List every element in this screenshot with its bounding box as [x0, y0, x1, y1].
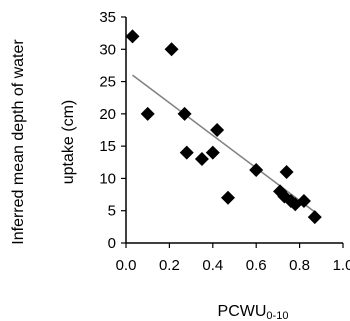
x-axis-title-subscript: 0-10: [266, 310, 288, 321]
axes: [125, 17, 343, 244]
y-tick-label: 25: [99, 74, 116, 91]
data-point: [296, 194, 311, 209]
data-point: [179, 145, 194, 160]
y-tick-label: 0: [108, 235, 116, 252]
data-point: [307, 210, 322, 225]
y-tick-label: 5: [108, 203, 116, 220]
trendline: [132, 74, 316, 213]
data-point: [194, 152, 209, 167]
x-axis-title: PCWU0-10: [218, 303, 289, 321]
data-point: [140, 106, 155, 121]
x-axis-title-main: PCWU: [218, 303, 267, 320]
data-points: [125, 29, 322, 225]
data-point: [125, 29, 140, 44]
y-tick-label: 15: [99, 138, 116, 155]
data-point: [249, 163, 264, 178]
y-tick-label: 20: [99, 106, 116, 123]
data-point: [177, 106, 192, 121]
x-tick-label: 0.8: [289, 257, 310, 274]
y-axis-title-line-1: Inferred mean depth of water: [10, 39, 27, 245]
y-tick-label: 35: [99, 9, 116, 26]
y-axis-title-line-2: uptake (cm): [60, 100, 77, 184]
data-point: [279, 164, 294, 179]
x-tick-label: 0.6: [246, 257, 267, 274]
x-axis-ticks: 0.0 0.2 0.4 0.6 0.8 1.0: [116, 243, 350, 274]
y-tick-label: 10: [99, 170, 116, 187]
y-axis-ticks: 0 5 10 15 20 25 30 35: [99, 9, 126, 252]
x-tick-label: 0.0: [116, 257, 137, 274]
x-tick-label: 0.2: [159, 257, 180, 274]
x-tick-label: 1.0: [333, 257, 350, 274]
data-point: [220, 190, 235, 205]
y-tick-label: 30: [99, 41, 116, 58]
data-point: [164, 42, 179, 57]
data-point: [210, 123, 225, 137]
trendline-group: [132, 74, 316, 213]
x-tick-label: 0.4: [202, 257, 223, 274]
data-point: [205, 145, 220, 160]
